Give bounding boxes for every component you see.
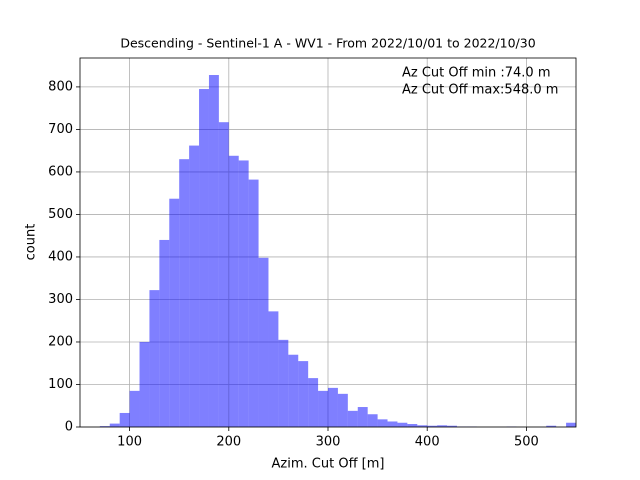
bar	[208, 75, 219, 427]
bar	[149, 290, 160, 427]
bar	[258, 257, 269, 427]
y-tick-label: 500	[48, 207, 73, 222]
bar	[417, 425, 428, 427]
annotation: Az Cut Off max:548.0 m	[402, 83, 558, 98]
x-tick-label: 300	[316, 435, 341, 450]
x-tick-label: 200	[216, 435, 241, 450]
x-axis-label: Azim. Cut Off [m]	[272, 457, 385, 472]
bar	[367, 414, 378, 427]
bar	[119, 412, 130, 427]
bar	[308, 378, 319, 427]
bar	[387, 421, 398, 427]
bar	[298, 361, 309, 427]
bar	[189, 145, 200, 427]
chart-title: Descending - Sentinel-1 A - WV1 - From 2…	[120, 36, 535, 51]
bar	[278, 339, 289, 427]
y-tick-label: 0	[65, 420, 73, 435]
y-tick-label: 100	[48, 377, 73, 392]
bar	[159, 239, 170, 427]
bar	[318, 390, 328, 427]
x-tick-label: 500	[514, 435, 539, 450]
bar	[268, 311, 279, 427]
bar	[357, 407, 368, 427]
annotation: Az Cut Off min :74.0 m	[402, 66, 550, 81]
bar	[447, 425, 457, 427]
bar	[169, 198, 180, 427]
bar	[139, 341, 150, 427]
y-tick-label: 800	[48, 79, 73, 94]
bar	[129, 390, 140, 427]
y-tick-label: 400	[48, 249, 73, 264]
bar	[347, 410, 358, 427]
bar	[427, 425, 438, 427]
bar	[377, 419, 388, 427]
y-tick-label: 600	[48, 164, 73, 179]
bar	[566, 422, 576, 427]
bar	[248, 179, 259, 427]
bar	[218, 122, 229, 428]
bar	[437, 425, 448, 427]
bar	[199, 89, 209, 427]
bar	[109, 423, 120, 427]
bar	[337, 393, 348, 427]
x-tick-label: 400	[415, 435, 440, 450]
bar	[99, 426, 110, 427]
bar	[407, 424, 418, 427]
y-tick-label: 200	[48, 334, 73, 349]
y-axis-label: count	[24, 224, 39, 261]
bar	[179, 159, 190, 427]
bar	[328, 387, 338, 427]
y-tick-label: 700	[48, 122, 73, 137]
bar	[228, 155, 239, 428]
y-tick-label: 300	[48, 292, 73, 307]
bar	[546, 425, 557, 427]
x-tick-label: 100	[117, 435, 142, 450]
bar	[238, 160, 249, 427]
bar	[288, 354, 299, 427]
plot-frame	[79, 57, 577, 428]
bar	[397, 422, 408, 427]
